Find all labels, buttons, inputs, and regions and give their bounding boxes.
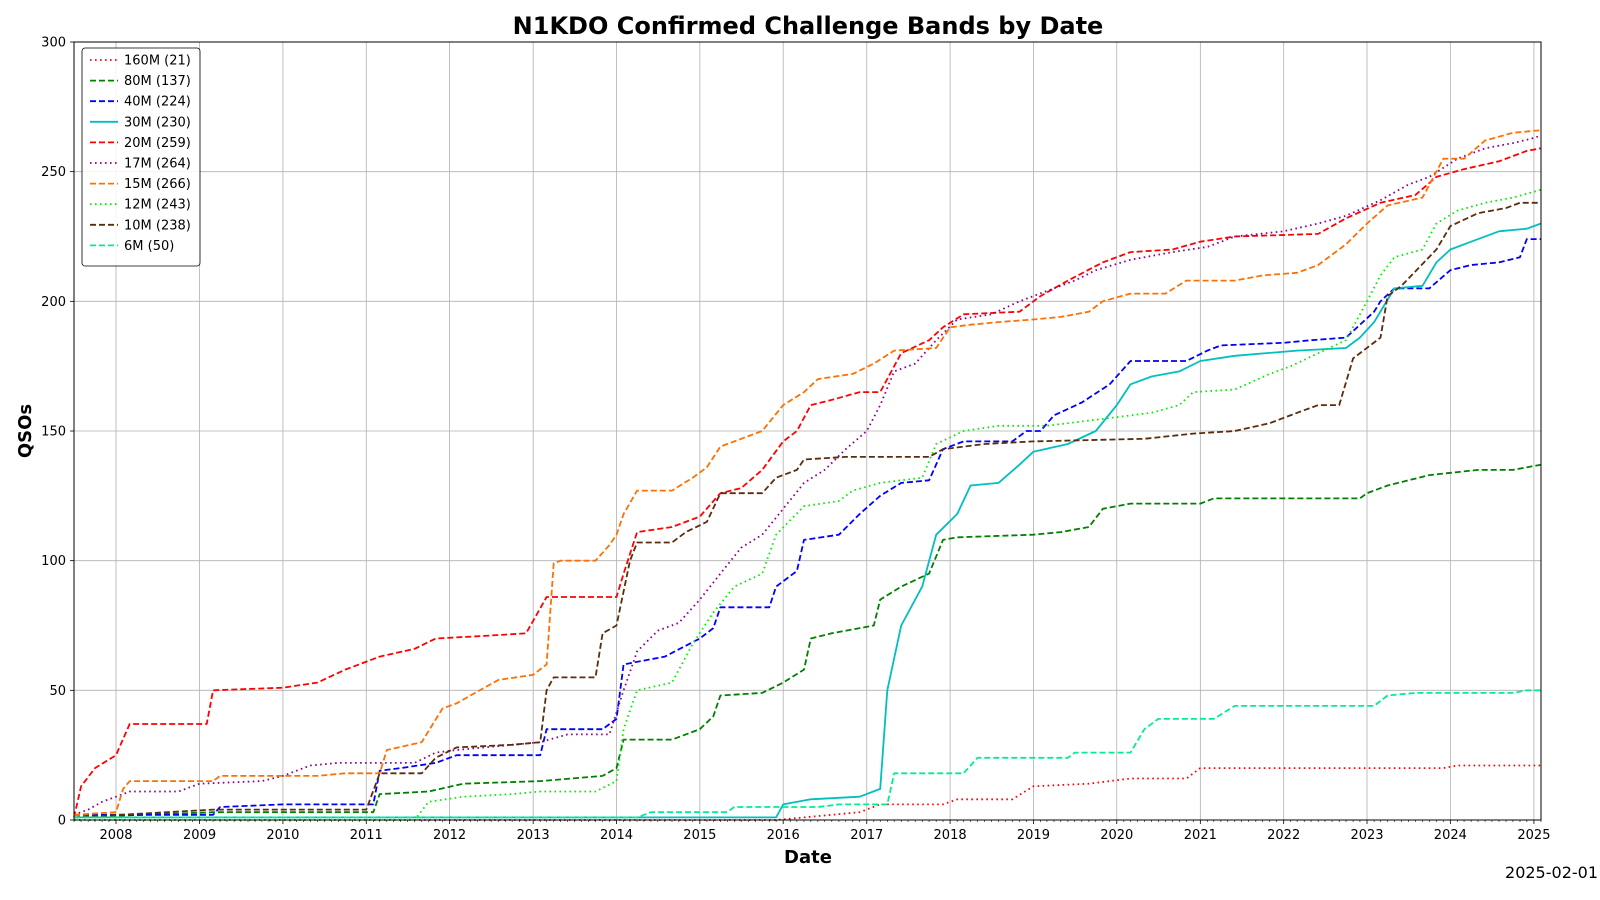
x-tick-label: 2015 (683, 828, 716, 843)
y-tick-label: 250 (41, 165, 66, 180)
series-line-6 (73, 129, 1542, 816)
x-tick-label: 2009 (183, 828, 216, 843)
series-line-8 (73, 201, 1541, 819)
legend-entry-5: 17M (264) (124, 157, 191, 172)
legend-entry-3: 30M (230) (124, 115, 191, 130)
y-tick-label: 150 (41, 425, 66, 440)
x-tick-label: 2013 (517, 828, 550, 843)
x-axis-label: Date (784, 847, 832, 868)
y-tick-label: 50 (49, 684, 66, 699)
x-tick-label: 2016 (767, 828, 800, 843)
legend-entry-0: 160M (21) (124, 54, 191, 69)
x-tick-label: 2018 (934, 828, 967, 843)
legend-entry-2: 40M (224) (124, 95, 191, 110)
x-tick-label: 2025 (1517, 828, 1550, 843)
legend-entry-7: 12M (243) (124, 198, 191, 213)
x-tick-label: 2008 (99, 828, 132, 843)
series-line-2 (74, 238, 1541, 816)
x-tick-label: 2012 (433, 828, 466, 843)
legend-entry-1: 80M (137) (124, 74, 191, 89)
legend-entry-9: 6M (50) (124, 239, 174, 254)
series-line-9 (74, 689, 1541, 819)
datestamp: 2025-02-01 (1505, 863, 1598, 882)
y-axis-label: QSOs (15, 404, 36, 458)
y-tick-label: 300 (41, 36, 66, 51)
legend-box (81, 47, 201, 267)
series-line-3 (74, 222, 1542, 819)
x-tick-label: 2014 (600, 828, 633, 843)
x-tick-label: 2019 (1017, 828, 1050, 843)
legend-entry-6: 15M (266) (124, 177, 191, 192)
legend-entry-4: 20M (259) (124, 136, 191, 151)
legend-entry-8: 10M (238) (124, 218, 191, 233)
chart-title: N1KDO Confirmed Challenge Bands by Date (513, 12, 1104, 40)
y-axis-ticks: 0 50 100 150 200 250 300 (41, 36, 74, 829)
x-tick-label: 2024 (1434, 828, 1467, 843)
series-line-4 (73, 147, 1542, 818)
series-layer (73, 129, 1542, 821)
series-line-5 (73, 134, 1542, 816)
series-line-1 (73, 463, 1542, 819)
x-tick-label: 2022 (1267, 828, 1300, 843)
y-tick-label: 200 (41, 295, 66, 310)
y-tick-label: 0 (58, 814, 66, 829)
series-line-0 (74, 764, 1541, 821)
x-tick-label: 2021 (1184, 828, 1217, 843)
x-tick-label: 2010 (266, 828, 299, 843)
x-tick-label: 2023 (1350, 828, 1383, 843)
x-axis-ticks: 2008 2009 2010 2011 2012 2013 2014 2015 2016 2017… (73, 820, 1550, 843)
x-tick-label: 2017 (850, 828, 883, 843)
x-tick-label: 2020 (1100, 828, 1133, 843)
series-line-7 (74, 188, 1542, 821)
x-tick-label: 2011 (350, 828, 383, 843)
legend: 160M (21) 80M (137) 40M (224) 30M (230) 20M … (81, 47, 201, 267)
grid (74, 41, 1541, 821)
y-tick-label: 100 (41, 554, 66, 569)
